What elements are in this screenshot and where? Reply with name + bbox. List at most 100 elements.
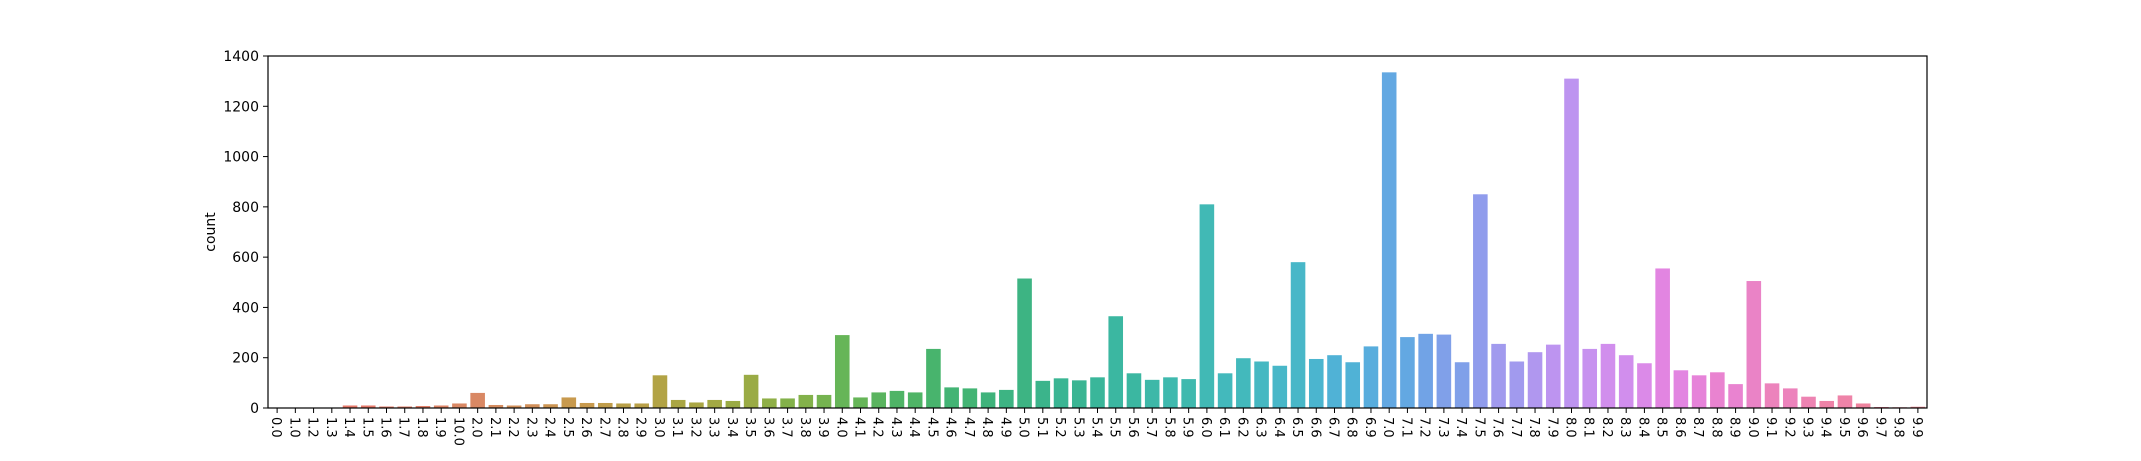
x-tick-label: 2.7 (596, 417, 611, 438)
x-tick-label: 2.0 (469, 417, 484, 438)
x-tick-label: 7.5 (1471, 417, 1486, 438)
x-tick-label: 1.4 (341, 417, 356, 438)
bar-8.3 (1618, 355, 1634, 408)
bar-8.2 (1600, 343, 1616, 408)
bar-7.8 (1527, 352, 1543, 408)
x-tick-label: 5.5 (1107, 417, 1122, 438)
bar-6.4 (1272, 365, 1288, 408)
bar-4.0 (834, 335, 850, 408)
bar-4.8 (980, 392, 996, 408)
bar-7.5 (1473, 194, 1488, 408)
x-tick-label: 9.5 (1836, 417, 1851, 438)
bar-4.5 (926, 348, 941, 408)
x-tick-label: 1.5 (359, 417, 374, 438)
x-tick-label: 2.6 (578, 417, 593, 438)
x-tick-label: 8.1 (1581, 417, 1596, 438)
x-tick-label: 6.9 (1362, 417, 1377, 438)
bar-8.6 (1673, 370, 1689, 408)
bar-2.6 (579, 402, 595, 408)
x-tick-label: 2.3 (523, 417, 538, 438)
x-tick-label: 4.2 (870, 417, 885, 438)
x-tick-label: 5.7 (1143, 417, 1158, 438)
bar-8.7 (1691, 375, 1707, 408)
x-tick-label: 1.2 (305, 417, 320, 438)
bar-2.1 (488, 404, 504, 408)
bar-2.8 (616, 403, 631, 408)
bar-8.8 (1710, 372, 1725, 408)
bar-3.1 (670, 399, 686, 408)
x-axis: 0.0 1.0 1.2 1.3 1.4 1.5 1.6 1.7 1.8 1.9 10.0 2.0 2.1… (268, 408, 1924, 446)
x-tick-label: 6.0 (1198, 417, 1213, 438)
bar-2.2 (506, 405, 522, 408)
bar-5.1 (1035, 380, 1051, 408)
x-tick-label: 8.9 (1727, 417, 1742, 438)
x-tick-label: 4.5 (924, 417, 939, 438)
bar-9.2 (1782, 388, 1798, 408)
y-tick-label: 1400 (223, 49, 259, 65)
x-tick-label: 3.2 (687, 417, 702, 438)
x-tick-label: 9.9 (1909, 417, 1924, 438)
x-tick-label: 1.0 (286, 417, 301, 438)
x-tick-label: 9.0 (1745, 417, 1760, 438)
y-tick-label: 800 (232, 200, 259, 216)
x-tick-label: 6.4 (1271, 417, 1286, 438)
x-tick-label: 5.9 (1180, 417, 1195, 438)
x-tick-label: 4.4 (906, 417, 921, 438)
x-tick-label: 6.8 (1344, 417, 1359, 438)
bar-4.3 (889, 390, 905, 408)
x-tick-label: 8.6 (1672, 417, 1687, 438)
x-tick-label: 3.1 (669, 417, 684, 438)
bar-4.4 (907, 392, 923, 408)
bar-8.4 (1637, 363, 1652, 408)
x-tick-label: 5.4 (1089, 417, 1104, 438)
bar-9.0 (1746, 281, 1762, 408)
x-tick-label: 1.9 (432, 417, 447, 438)
x-tick-label: 3.9 (815, 417, 830, 438)
x-tick-label: 3.6 (760, 417, 775, 438)
x-tick-label: 5.2 (1052, 417, 1067, 438)
x-tick-label: 5.3 (1070, 417, 1085, 438)
y-tick-label: 200 (232, 351, 259, 367)
bar-6.1 (1217, 373, 1233, 408)
bar-2.3 (525, 404, 540, 408)
x-tick-label: 8.8 (1708, 417, 1723, 438)
bar-3.6 (762, 398, 777, 408)
x-tick-label: 6.5 (1289, 417, 1304, 438)
x-tick-label: 4.0 (833, 417, 848, 438)
x-tick-label: 3.4 (724, 417, 739, 438)
x-tick-label: 6.2 (1234, 417, 1249, 438)
x-tick-label: 9.6 (1854, 417, 1869, 438)
bar-9.1 (1764, 383, 1780, 408)
x-tick-label: 7.7 (1508, 417, 1523, 438)
x-tick-label: 7.0 (1380, 417, 1395, 438)
x-tick-label: 2.8 (615, 417, 630, 438)
x-tick-label: 4.1 (852, 417, 867, 438)
bar-4.2 (871, 392, 887, 408)
bar-5.8 (1163, 377, 1178, 408)
y-tick-label: 1000 (223, 150, 259, 166)
bar-1.9 (433, 405, 449, 408)
bar-3.3 (707, 399, 722, 408)
bar-7.7 (1509, 361, 1525, 408)
bar-2.0 (470, 392, 485, 408)
bar-7.9 (1545, 344, 1561, 408)
bar-2.4 (543, 404, 558, 408)
bar-6.7 (1327, 355, 1342, 408)
bar-8.1 (1582, 348, 1598, 408)
x-tick-label: 6.6 (1307, 417, 1322, 438)
bar-3.7 (780, 398, 795, 408)
x-tick-label: 9.7 (1872, 417, 1887, 438)
bar-3.9 (816, 394, 832, 408)
bars-group (269, 72, 1926, 408)
bar-2.5 (561, 397, 577, 408)
bar-6.2 (1236, 358, 1251, 408)
x-tick-label: 7.9 (1544, 417, 1559, 438)
bar-3.8 (798, 394, 814, 408)
x-tick-label: 9.2 (1781, 417, 1796, 438)
bar-1.4 (342, 405, 358, 408)
y-tick-label: 600 (232, 250, 259, 266)
bar-8.5 (1655, 268, 1670, 408)
x-tick-label: 3.0 (651, 417, 666, 438)
x-tick-label: 8.3 (1617, 417, 1632, 438)
